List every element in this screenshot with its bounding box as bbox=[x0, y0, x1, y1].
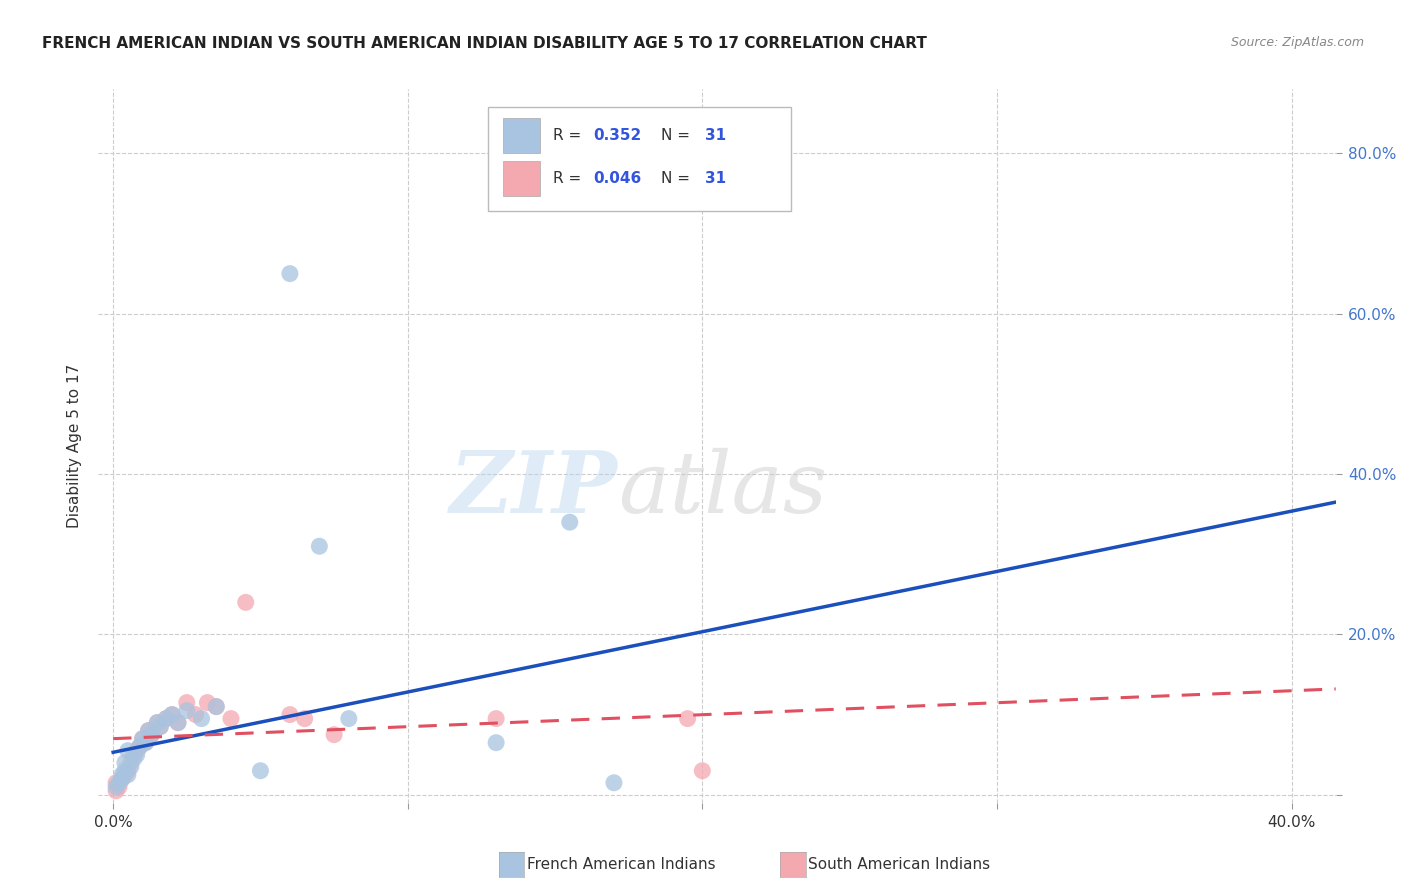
Point bbox=[120, 760, 142, 774]
Point bbox=[114, 756, 136, 770]
Point bbox=[155, 712, 177, 726]
Point bbox=[125, 747, 148, 762]
Point bbox=[117, 744, 139, 758]
Point bbox=[294, 712, 316, 726]
Point bbox=[114, 764, 136, 778]
Point bbox=[146, 715, 169, 730]
Point bbox=[105, 784, 128, 798]
Point bbox=[485, 712, 508, 726]
Point bbox=[558, 515, 581, 529]
Point bbox=[128, 739, 150, 754]
Point bbox=[323, 728, 346, 742]
Point bbox=[176, 704, 198, 718]
FancyBboxPatch shape bbox=[503, 161, 540, 196]
Text: South American Indians: South American Indians bbox=[808, 857, 991, 871]
Point bbox=[122, 747, 145, 762]
Point bbox=[108, 776, 131, 790]
Point bbox=[135, 736, 157, 750]
Point bbox=[278, 707, 301, 722]
Point bbox=[114, 768, 136, 782]
Point bbox=[160, 707, 183, 722]
FancyBboxPatch shape bbox=[503, 118, 540, 153]
Point bbox=[111, 772, 134, 786]
Text: 31: 31 bbox=[704, 128, 725, 143]
Text: atlas: atlas bbox=[619, 448, 827, 530]
Point bbox=[235, 595, 257, 609]
Point bbox=[105, 776, 128, 790]
Text: 0.352: 0.352 bbox=[593, 128, 641, 143]
Text: N =: N = bbox=[661, 171, 695, 186]
Point bbox=[205, 699, 228, 714]
Point bbox=[138, 723, 160, 738]
Point bbox=[146, 715, 169, 730]
Point bbox=[184, 707, 207, 722]
Text: French American Indians: French American Indians bbox=[527, 857, 716, 871]
Text: 0.046: 0.046 bbox=[593, 171, 641, 186]
Point bbox=[176, 696, 198, 710]
Text: ZIP: ZIP bbox=[450, 447, 619, 531]
Point bbox=[120, 756, 142, 770]
Point bbox=[111, 772, 134, 786]
Point bbox=[125, 744, 148, 758]
Point bbox=[128, 739, 150, 754]
Point bbox=[219, 712, 242, 726]
Point bbox=[111, 768, 134, 782]
Point bbox=[485, 736, 508, 750]
Text: N =: N = bbox=[661, 128, 695, 143]
Point bbox=[117, 764, 139, 778]
Point bbox=[160, 707, 183, 722]
Point bbox=[131, 731, 153, 746]
Point bbox=[692, 764, 714, 778]
Point bbox=[105, 780, 128, 794]
Point bbox=[117, 768, 139, 782]
Text: FRENCH AMERICAN INDIAN VS SOUTH AMERICAN INDIAN DISABILITY AGE 5 TO 17 CORRELATI: FRENCH AMERICAN INDIAN VS SOUTH AMERICAN… bbox=[42, 36, 927, 51]
Text: R =: R = bbox=[553, 171, 586, 186]
Point bbox=[308, 539, 330, 553]
Point bbox=[197, 696, 219, 710]
Text: Source: ZipAtlas.com: Source: ZipAtlas.com bbox=[1230, 36, 1364, 49]
Point bbox=[149, 720, 172, 734]
Point bbox=[676, 712, 699, 726]
Point bbox=[135, 736, 157, 750]
Point bbox=[167, 715, 190, 730]
Point bbox=[108, 780, 131, 794]
Point bbox=[122, 752, 145, 766]
Text: 31: 31 bbox=[704, 171, 725, 186]
Point bbox=[131, 731, 153, 746]
Y-axis label: Disability Age 5 to 17: Disability Age 5 to 17 bbox=[67, 364, 83, 528]
Point bbox=[167, 715, 190, 730]
Point bbox=[249, 764, 271, 778]
Point bbox=[141, 728, 163, 742]
Point bbox=[138, 723, 160, 738]
Text: R =: R = bbox=[553, 128, 586, 143]
Point bbox=[149, 720, 172, 734]
FancyBboxPatch shape bbox=[488, 107, 792, 211]
Point bbox=[155, 712, 177, 726]
Point bbox=[337, 712, 360, 726]
Point bbox=[190, 712, 212, 726]
Point bbox=[141, 728, 163, 742]
Point bbox=[205, 699, 228, 714]
Point bbox=[278, 267, 301, 281]
Point bbox=[603, 776, 626, 790]
